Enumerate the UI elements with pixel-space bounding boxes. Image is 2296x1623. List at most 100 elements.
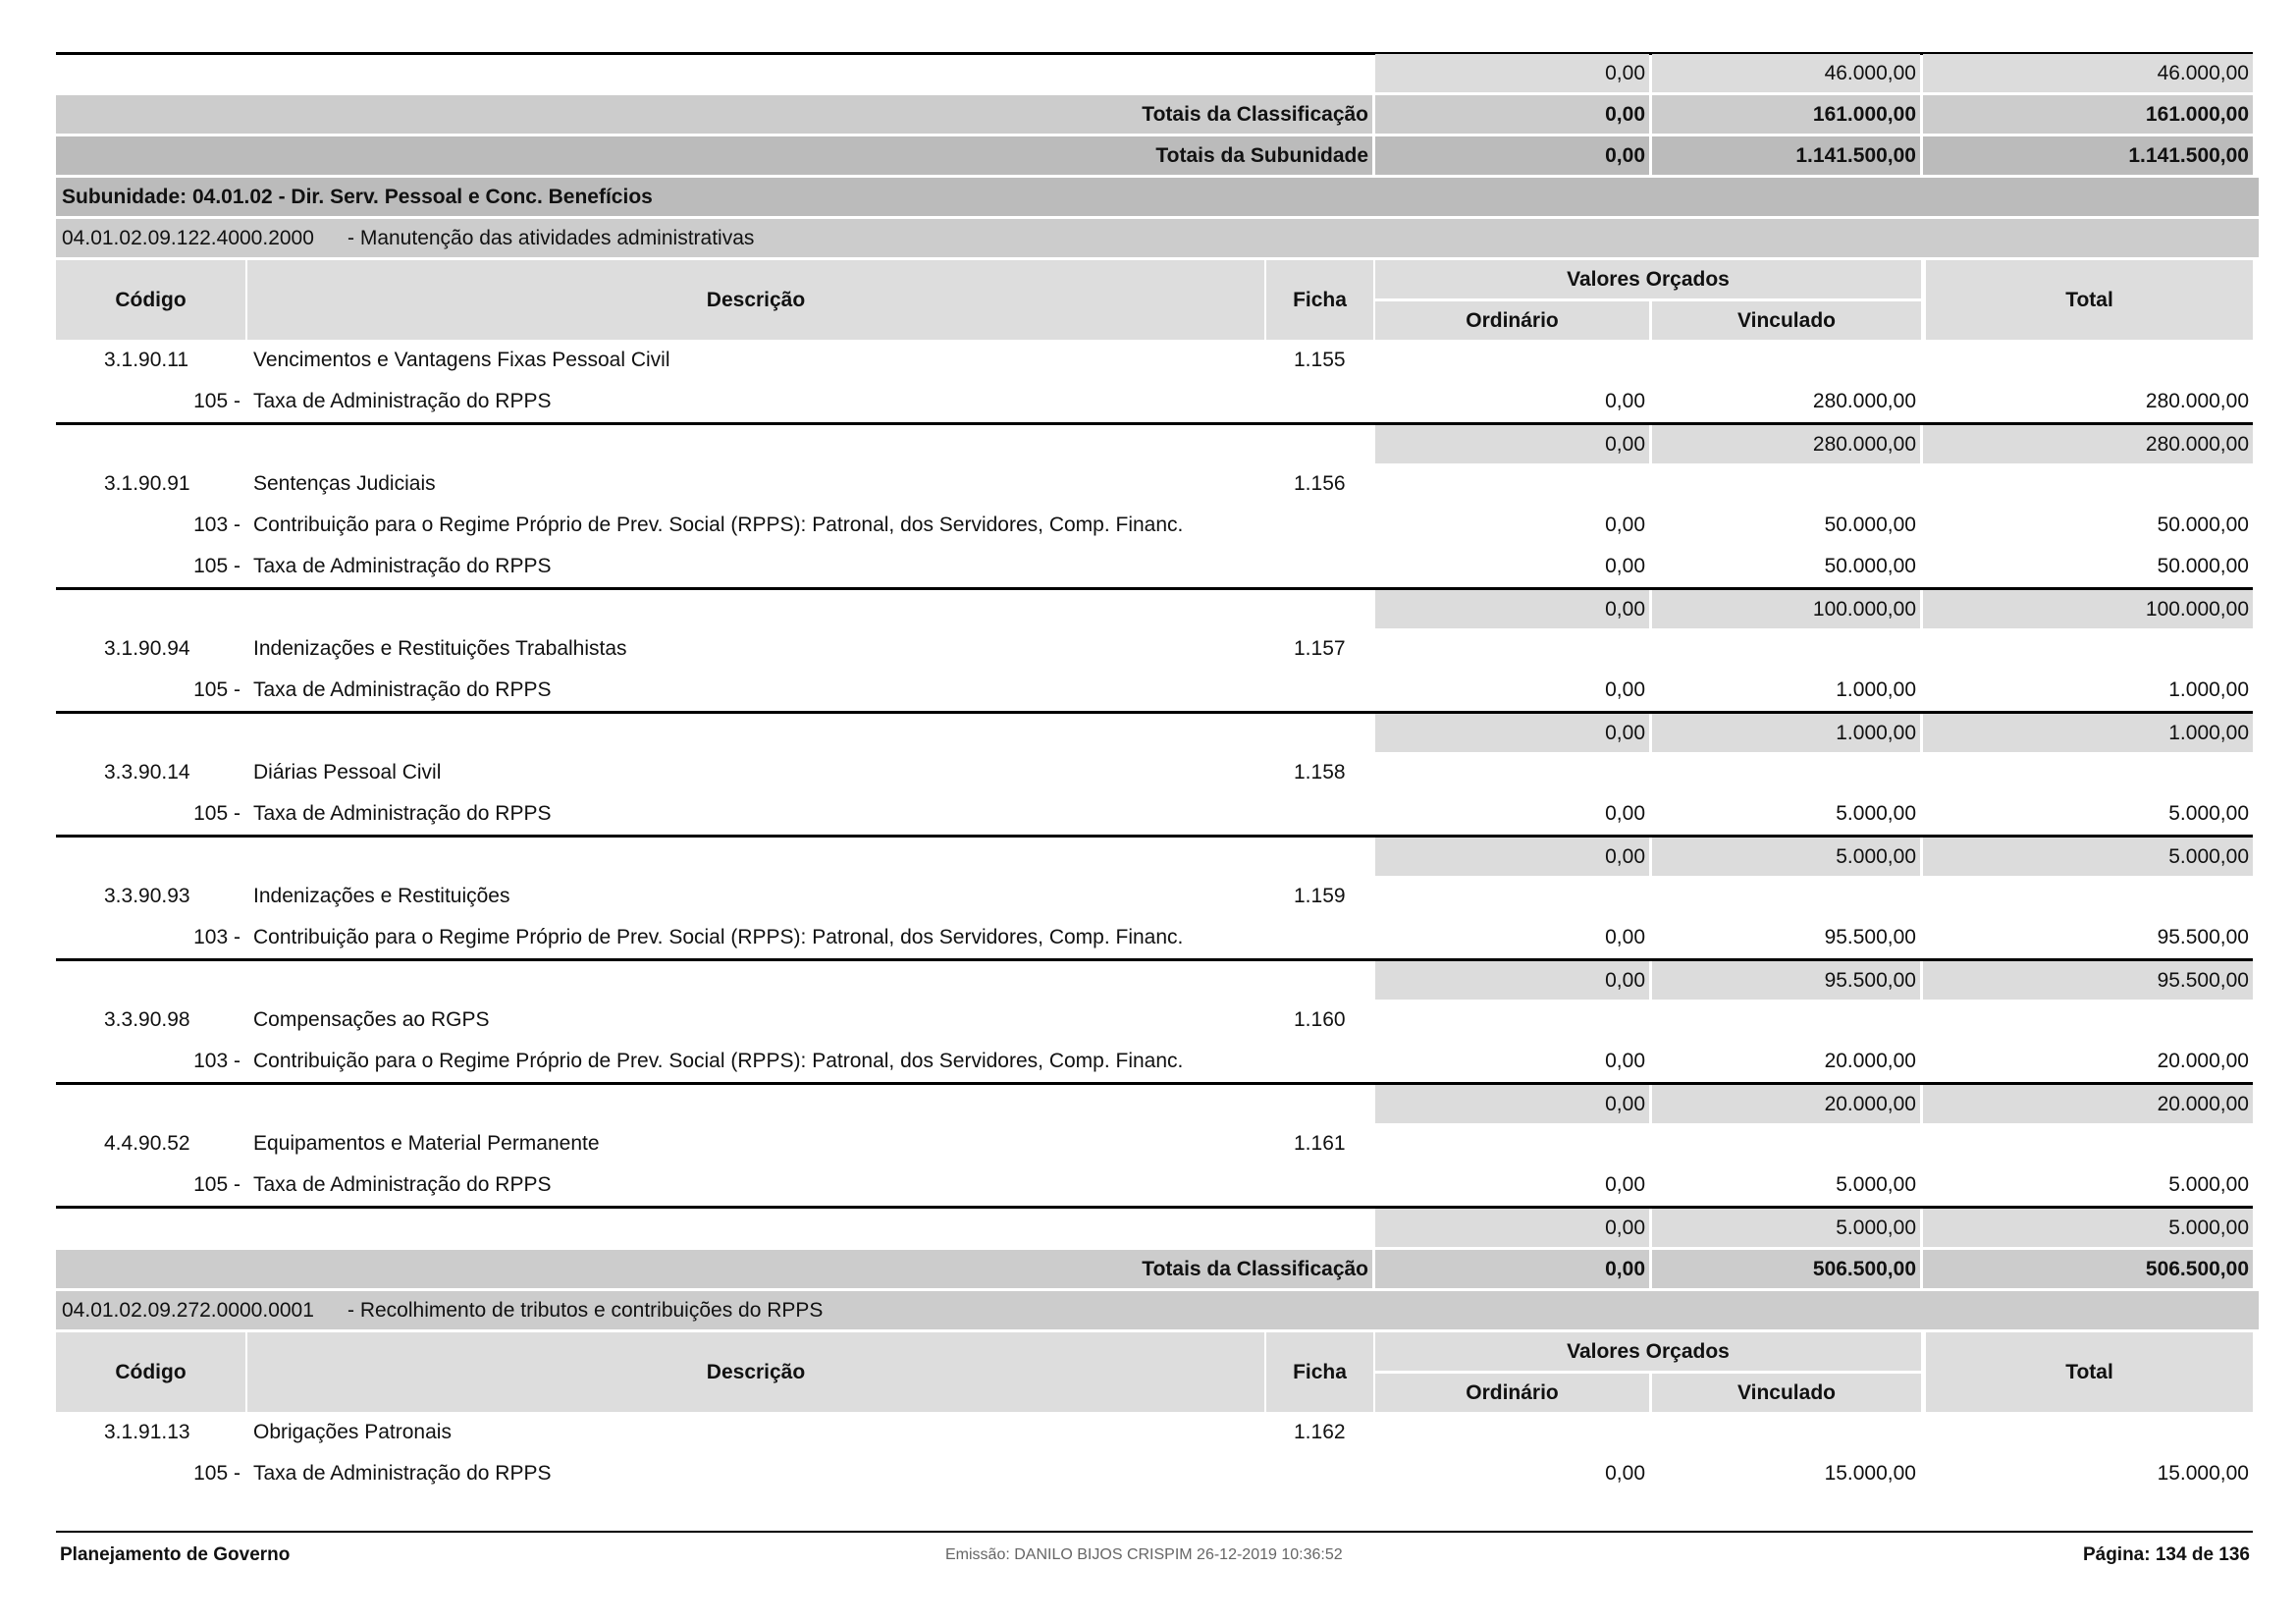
header-vinculado: Vinculado <box>1652 301 1921 340</box>
item-descricao: Sentenças Judiciais <box>253 472 436 495</box>
vinculado-value: 46.000,00 <box>1652 54 1920 92</box>
header-valores-orcados: Valores Orçados <box>1375 1332 1921 1371</box>
table-header: Código Descrição Ficha Valores Orçados Ordin… <box>56 260 2253 340</box>
grand-total: 506.500,00 <box>1923 1250 2253 1288</box>
header-ficha: Ficha <box>1266 260 1373 340</box>
subunidade-title: Subunidade: 04.01.02 - Dir. Serv. Pessoa… <box>62 185 653 208</box>
header-ordinario: Ordinário <box>1375 1374 1649 1412</box>
ordinario-value: 0,00 <box>1605 1173 1645 1196</box>
top-divider <box>56 52 2253 55</box>
item-descricao: Equipamentos e Material Permanente <box>253 1132 600 1155</box>
grand-total: 1.141.500,00 <box>1923 136 2253 175</box>
vinculado-value: 5.000,00 <box>1836 802 1916 825</box>
source-code: 105 - <box>193 1462 240 1485</box>
source-code: 103 - <box>193 926 240 948</box>
source-descricao: Taxa de Administração do RPPS <box>253 1462 552 1485</box>
item-descricao: Vencimentos e Vantagens Fixas Pessoal Ci… <box>253 349 670 371</box>
total-value: 15.000,00 <box>2157 1462 2249 1485</box>
vinculado-value: 5.000,00 <box>1652 1209 1920 1247</box>
source-code: 105 - <box>193 1173 240 1196</box>
expense-item-row: 3.1.90.91 Sentenças Judiciais 1.156 <box>56 463 2253 505</box>
total-value: 50.000,00 <box>2157 555 2249 577</box>
vinculado-total: 506.500,00 <box>1652 1250 1920 1288</box>
header-codigo: Código <box>56 1332 245 1412</box>
item-ficha: 1.161 <box>1294 1132 1346 1155</box>
item-ficha: 1.158 <box>1294 761 1346 784</box>
expense-item-row: 3.1.90.94 Indenizações e Restituições Tra… <box>56 628 2253 670</box>
footer-divider <box>56 1531 2253 1533</box>
ordinario-total: 0,00 <box>1375 136 1649 175</box>
item-ficha: 1.155 <box>1294 349 1346 371</box>
item-descricao: Obrigações Patronais <box>253 1421 452 1443</box>
total-value: 46.000,00 <box>1923 54 2253 92</box>
row-divider <box>56 958 2253 961</box>
ordinario-value: 0,00 <box>1375 961 1649 1000</box>
grand-total: 161.000,00 <box>1923 95 2253 134</box>
item-codigo: 3.1.90.11 <box>104 349 189 371</box>
funding-source-row: 105 - Taxa de Administração do RPPS 0,00 1.… <box>56 670 2253 711</box>
expense-item-row: 4.4.90.52 Equipamentos e Material Permane… <box>56 1123 2253 1164</box>
program-code: 04.01.02.09.272.0000.0001 <box>62 1298 314 1322</box>
total-value: 280.000,00 <box>1923 425 2253 463</box>
vinculado-total: 1.141.500,00 <box>1652 136 1920 175</box>
funding-source-row: 103 - Contribuição para o Regime Próprio … <box>56 1041 2253 1082</box>
item-descricao: Indenizações e Restituições Trabalhistas <box>253 637 627 660</box>
row-divider <box>56 1082 2253 1085</box>
row-divider <box>56 1206 2253 1209</box>
subunidade-header: Subunidade: 04.01.02 - Dir. Serv. Pessoa… <box>56 178 2259 216</box>
vinculado-value: 20.000,00 <box>1652 1085 1920 1123</box>
totals-row: Totais da Classificação 0,00 161.000,00 161… <box>56 95 2253 134</box>
total-value: 20.000,00 <box>1923 1085 2253 1123</box>
program-title: - Manutenção das atividades administrati… <box>347 226 755 249</box>
ordinario-total: 0,00 <box>1375 1250 1649 1288</box>
header-total: Total <box>1926 260 2253 340</box>
ordinario-value: 0,00 <box>1605 926 1645 948</box>
expense-item-row: 3.1.91.13 Obrigações Patronais 1.162 <box>56 1412 2253 1453</box>
item-ficha: 1.157 <box>1294 637 1346 660</box>
expense-item-row: 3.3.90.98 Compensações ao RGPS 1.160 <box>56 1000 2253 1041</box>
vinculado-value: 15.000,00 <box>1824 1462 1916 1485</box>
program-title: - Recolhimento de tributos e contribuiçõ… <box>347 1298 824 1322</box>
funding-source-row: 105 - Taxa de Administração do RPPS 0,00 15… <box>56 1453 2253 1494</box>
vinculado-value: 1.000,00 <box>1652 714 1920 752</box>
header-ordinario: Ordinário <box>1375 301 1649 340</box>
budget-report: 0,00 46.000,00 46.000,00 Totais da Classifi… <box>56 54 2259 1494</box>
total-value: 280.000,00 <box>2145 390 2249 412</box>
subtotal-row: 0,00 5.000,00 5.000,00 <box>56 838 2253 876</box>
funding-source-row: 103 - Contribuição para o Regime Próprio … <box>56 917 2253 958</box>
subtotal-row: 0,00 95.500,00 95.500,00 <box>56 961 2253 1000</box>
header-descricao: Descrição <box>247 1332 1264 1412</box>
source-descricao: Taxa de Administração do RPPS <box>253 802 552 825</box>
total-value: 95.500,00 <box>2157 926 2249 948</box>
subtotal-row: 0,00 20.000,00 20.000,00 <box>56 1085 2253 1123</box>
expense-item-row: 3.3.90.93 Indenizações e Restituições 1.15… <box>56 876 2253 917</box>
totals-label: Totais da Classificação <box>56 1250 1372 1288</box>
ordinario-value: 0,00 <box>1375 714 1649 752</box>
ordinario-value: 0,00 <box>1375 425 1649 463</box>
vinculado-value: 50.000,00 <box>1824 514 1916 536</box>
program-header: 04.01.02.09.272.0000.0001 - Recolhimento … <box>56 1291 2259 1329</box>
program-code: 04.01.02.09.122.4000.2000 <box>62 226 314 249</box>
source-descricao: Taxa de Administração do RPPS <box>253 555 552 577</box>
funding-source-row: 105 - Taxa de Administração do RPPS 0,00 5.… <box>56 793 2253 835</box>
funding-source-row: 105 - Taxa de Administração do RPPS 0,00 50… <box>56 546 2253 587</box>
expense-item-row: 3.3.90.14 Diárias Pessoal Civil 1.158 <box>56 752 2253 793</box>
ordinario-value: 0,00 <box>1605 802 1645 825</box>
header-valores-orcados: Valores Orçados <box>1375 260 1921 298</box>
totals-label: Totais da Subunidade <box>56 136 1372 175</box>
funding-source-row: 103 - Contribuição para o Regime Próprio … <box>56 505 2253 546</box>
row-divider <box>56 711 2253 714</box>
ordinario-value: 0,00 <box>1605 678 1645 701</box>
item-descricao: Diárias Pessoal Civil <box>253 761 442 784</box>
ordinario-value: 0,00 <box>1605 390 1645 412</box>
item-codigo: 3.1.90.91 <box>104 472 190 495</box>
item-codigo: 3.1.91.13 <box>104 1421 190 1443</box>
funding-source-row: 105 - Taxa de Administração do RPPS 0,00 28… <box>56 381 2253 422</box>
vinculado-value: 5.000,00 <box>1836 1173 1916 1196</box>
source-descricao: Taxa de Administração do RPPS <box>253 390 552 412</box>
vinculado-value: 95.500,00 <box>1824 926 1916 948</box>
item-ficha: 1.159 <box>1294 885 1346 907</box>
source-code: 105 - <box>193 555 240 577</box>
vinculado-value: 95.500,00 <box>1652 961 1920 1000</box>
ordinario-value: 0,00 <box>1375 590 1649 628</box>
